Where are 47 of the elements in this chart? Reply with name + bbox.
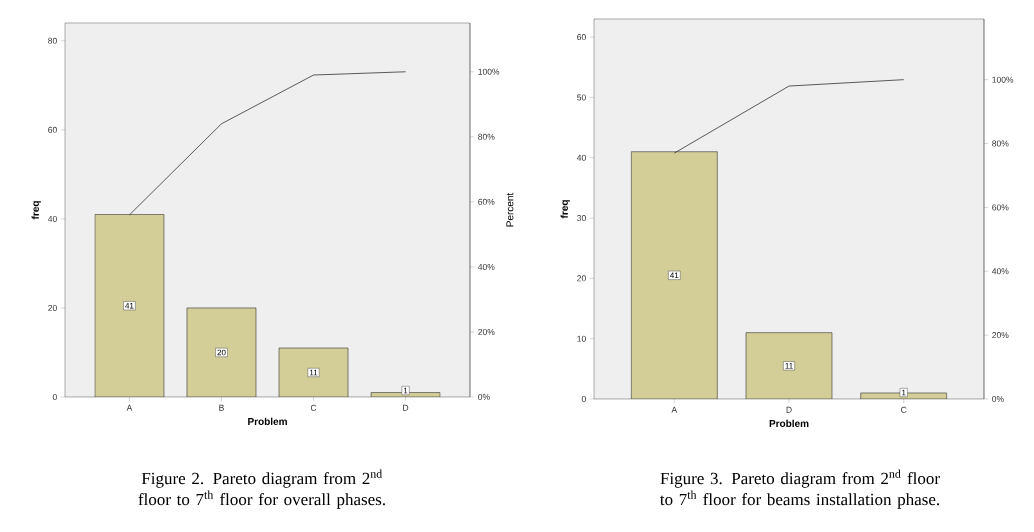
data-label: 41: [125, 302, 134, 309]
data-label: 11: [785, 363, 793, 369]
y-tick-label: 10: [577, 335, 586, 342]
y2-tick-label: 100%: [478, 68, 500, 75]
x-tick-label: C: [901, 406, 907, 413]
data-label: 41: [670, 272, 679, 279]
y2-tick-label: 40%: [991, 268, 1009, 275]
x-axis-title: Problem: [248, 417, 287, 426]
y-tick-label: 50: [577, 94, 586, 101]
x-tick-label: D: [786, 406, 792, 413]
y2-tick-label: 40%: [477, 263, 495, 270]
text: Figure 3. Pareto diagram from 2$^{nd}$ floor to 7$^{th}$ floor for beams installation phase.: [660, 469, 940, 509]
x-tick-label: A: [126, 404, 133, 411]
y2-tick-label: 60%: [992, 204, 1009, 211]
y2-tick-label: 60%: [478, 198, 495, 205]
y2-tick-label: 80%: [478, 133, 495, 140]
y2-axis-title: Percent: [506, 192, 514, 227]
y-tick-label: 80: [48, 37, 57, 44]
y-tick-label: 40: [47, 215, 57, 222]
data-label: 1: [403, 387, 408, 394]
y-axis-title: freq: [560, 200, 570, 219]
x-tick-label: C: [310, 404, 317, 411]
y2-tick-label: 80%: [992, 140, 1009, 147]
bar: [745, 332, 833, 399]
y-tick-label: 60: [577, 34, 586, 41]
y-tick-label: 0: [581, 395, 586, 402]
y2-tick-label: 0%: [992, 395, 1004, 402]
y-tick-label: 40: [576, 154, 586, 161]
y-tick-label: 20: [577, 275, 586, 282]
x-axis-title: Problem: [769, 419, 809, 428]
y-axis-title: freq: [31, 201, 41, 220]
bar: [630, 151, 718, 399]
data-label: 11: [309, 369, 318, 376]
y2-tick-label: 20%: [478, 328, 495, 335]
y-tick-label: 0: [52, 393, 57, 400]
x-tick-label: A: [671, 406, 678, 413]
y2-tick-label: 20%: [992, 332, 1009, 339]
data-label: 20: [217, 349, 226, 356]
y-tick-label: 20: [48, 304, 57, 311]
y-tick-label: 30: [577, 215, 586, 222]
y-tick-label: 60: [48, 126, 57, 133]
text: Figure 2. Pareto diagram from 2$^{nd}$ floor to 7$^{th}$ floor for overall phases.: [138, 469, 385, 509]
y2-tick-label: 100%: [992, 76, 1014, 83]
y2-tick-label: 0%: [478, 393, 490, 400]
data-label: 1: [902, 389, 906, 396]
x-tick-label: B: [219, 404, 224, 411]
x-tick-label: D: [403, 404, 409, 411]
